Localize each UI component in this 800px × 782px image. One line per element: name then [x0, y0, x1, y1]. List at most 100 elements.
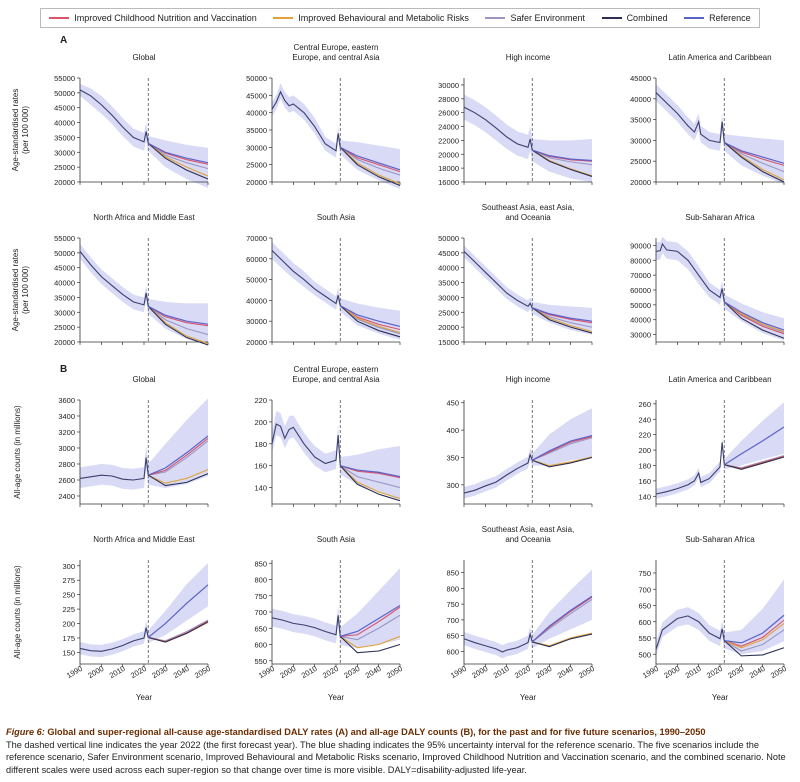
y-tick-label: 35000: [630, 116, 651, 125]
y-tick-label: 2400: [58, 492, 75, 501]
series-line-history: [463, 106, 533, 151]
y-tick-label: 20000: [54, 338, 75, 347]
legend-swatch: [485, 17, 506, 19]
y-tick-label: 750: [638, 569, 651, 578]
series-line-history: [271, 423, 341, 466]
series-line: [339, 635, 401, 649]
y-axis-label: Age-standardised rates(per 100 000): [11, 249, 30, 332]
chart-panel: Global 20000 25000 30000 35000 40000 45000 5000…: [54, 53, 209, 188]
series-line: [532, 149, 593, 166]
panel-title: South Asia: [317, 213, 356, 222]
x-tick-label: 2030: [150, 664, 169, 680]
legend-entry: Reference: [684, 13, 751, 23]
series-line: [148, 469, 209, 484]
panel-title-line: Europe, and central Asia: [292, 375, 380, 384]
y-tick-label: 500: [638, 650, 651, 659]
series-line-history: [271, 90, 341, 152]
y-tick-label: 30000: [630, 331, 651, 340]
series-line: [723, 301, 785, 333]
panel-title-line: and Oceania: [505, 213, 551, 222]
legend: Improved Childhood Nutrition and Vaccina…: [40, 8, 760, 28]
y-tick-label: 30000: [246, 317, 267, 326]
section-label-b: B: [60, 364, 67, 375]
series-line: [147, 305, 209, 336]
panel-title: North Africa and Middle East: [93, 535, 195, 544]
x-axis-label: Year: [328, 693, 345, 702]
chart-panel: Latin America and Caribbean 20000 25000 300…: [630, 53, 785, 187]
y-tick-label: 30000: [630, 136, 651, 145]
series-line-history: [271, 250, 341, 306]
panel-title-line: Southeast Asia, east Asia,: [482, 203, 575, 212]
panel-title: Southeast Asia, east Asia, and Oceania: [482, 203, 575, 222]
legend-swatch: [273, 17, 294, 19]
y-tick-label: 30000: [54, 308, 75, 317]
chart-panel: South Asia 20000 30000 40000 50000 60000 70000: [246, 213, 401, 347]
uncertainty-band: [272, 83, 400, 189]
series-line: [339, 465, 401, 500]
series-line: [531, 149, 593, 177]
series-line-reference: [723, 301, 785, 331]
y-tick-label: 30000: [438, 81, 459, 90]
uncertainty-band: [656, 84, 784, 185]
y-tick-label: 20000: [630, 178, 651, 187]
series-line: [531, 307, 593, 334]
x-tick-label: 2030: [726, 664, 745, 680]
x-tick-label: 2030: [342, 664, 361, 680]
panel-title-line: Latin America and Caribbean: [668, 53, 771, 62]
x-tick-label: 2000: [278, 664, 297, 680]
series-line: [723, 142, 785, 183]
x-tick-label: 1990: [257, 664, 276, 680]
y-tick-label: 40000: [630, 316, 651, 325]
series-line: [148, 440, 209, 476]
y-tick-label: 275: [62, 576, 75, 585]
panel-title: Central Europe, eastern Europe, and centr…: [292, 365, 380, 384]
series-line: [339, 305, 401, 334]
caption-title-text: Global and super-regional all-cause age-…: [44, 727, 706, 737]
x-axis-label: Year: [136, 693, 153, 702]
figure-caption: Figure 6: Global and super-regional all-…: [6, 726, 796, 776]
y-tick-label: 160: [254, 462, 267, 471]
series-line-reference: [532, 149, 593, 162]
y-tick-label: 60000: [246, 255, 267, 264]
panel-title: Sub-Saharan Africa: [685, 213, 755, 222]
series-line: [723, 629, 785, 652]
y-tick-label: 25000: [630, 157, 651, 166]
series-line-history: [655, 242, 725, 302]
series-line: [147, 142, 209, 170]
y-tick-label: 140: [254, 484, 267, 493]
panel-title: Global: [132, 375, 155, 384]
y-tick-label: 20000: [246, 178, 267, 187]
series-line: [340, 614, 401, 641]
y-axis-label-line: (per 100 000): [21, 106, 30, 154]
series-line: [147, 142, 209, 177]
uncertainty-band: [656, 236, 784, 341]
chart-panel: Sub-Saharan Africa 30000 40000 50000 60000 70…: [630, 213, 785, 345]
x-tick-label: 2020: [705, 664, 724, 680]
x-tick-label: 2000: [470, 664, 489, 680]
series-line-reference: [147, 584, 209, 638]
y-tick-label: 800: [446, 584, 459, 593]
y-tick-label: 50000: [54, 89, 75, 98]
y-tick-label: 850: [254, 559, 267, 568]
series-line: [723, 301, 785, 335]
series-line: [532, 456, 593, 468]
y-tick-label: 25000: [246, 161, 267, 170]
y-tick-label: 90000: [630, 241, 651, 250]
y-tick-label: 650: [254, 624, 267, 633]
y-tick-label: 750: [446, 600, 459, 609]
uncertainty-band: [656, 579, 784, 656]
legend-label: Combined: [626, 13, 668, 23]
y-tick-label: 60000: [630, 286, 651, 295]
series-line: [724, 619, 785, 647]
y-tick-label: 40000: [54, 119, 75, 128]
series-line-reference: [147, 142, 209, 164]
series-line-reference: [723, 426, 785, 466]
y-tick-label: 550: [638, 634, 651, 643]
y-tick-label: 200: [638, 446, 651, 455]
series-line-reference: [532, 307, 593, 322]
series-line-history: [655, 615, 725, 650]
series-line-reference: [339, 146, 401, 171]
chart-panel: High income 16000 18000 20000 22000 24000 2600…: [438, 53, 593, 187]
x-tick-label: 2000: [86, 664, 105, 680]
